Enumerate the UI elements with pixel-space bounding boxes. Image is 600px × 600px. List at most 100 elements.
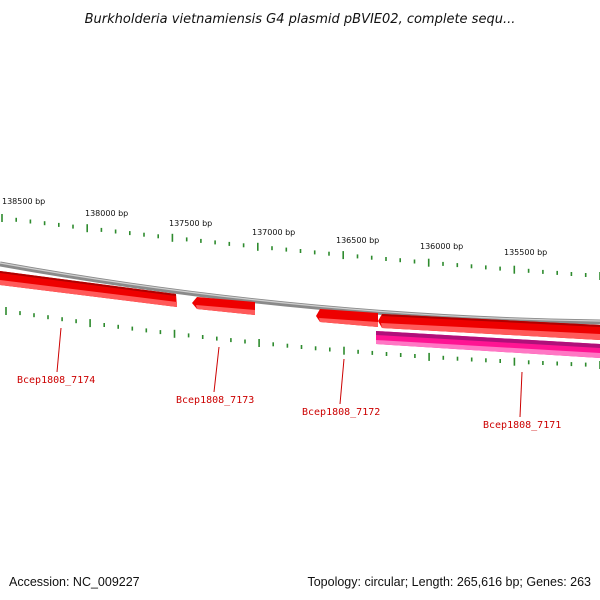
outer-ruler-tick [542, 269, 544, 274]
inner-ruler-tick [584, 362, 587, 367]
ruler-label-136500: 136500 bp [336, 236, 379, 245]
outer-ruler-tick [513, 265, 516, 274]
outer-ruler-tick [72, 224, 74, 229]
inner-ruler-tick [258, 339, 260, 347]
outer-ruler-tick [15, 217, 17, 222]
inner-ruler-tick [103, 323, 105, 327]
outer-ruler-tick [470, 264, 473, 269]
inner-ruler-tick [33, 313, 35, 318]
inner-ruler-tick [385, 352, 388, 356]
inner-ruler-tick [61, 317, 63, 322]
outer-ruler-tick [43, 221, 46, 226]
outer-ruler-tick [58, 222, 60, 227]
inner-ruler-tick [201, 335, 204, 339]
inner-ruler-tick [329, 347, 331, 352]
ruler-label-138500: 138500 bp [2, 197, 45, 206]
outer-ruler-tick [570, 272, 573, 276]
outer-ruler-tick [257, 242, 259, 251]
inner-ruler-tick [173, 329, 176, 338]
outer-ruler-tick [185, 237, 188, 242]
leader-line-7174 [56, 327, 62, 373]
topology-summary: Topology: circular; Length: 265,616 bp; … [307, 575, 591, 589]
outer-ruler-tick [157, 234, 159, 239]
gene-label-7174[interactable]: Bcep1808_7174 [17, 375, 95, 386]
outer-ruler-tick [413, 259, 416, 264]
inner-ruler-tick [542, 361, 544, 365]
leader-line-7173 [213, 346, 220, 393]
gene-label-7173[interactable]: Bcep1808_7173 [176, 395, 254, 406]
outer-ruler-tick [342, 251, 344, 260]
inner-ruler-tick [117, 324, 119, 329]
gene-bcep1808-7174[interactable] [0, 271, 177, 307]
gene-bcep1808-7172[interactable] [316, 309, 378, 327]
gene-labels: Bcep1808_7174 Bcep1808_7173 Bcep1808_717… [17, 375, 561, 431]
outer-ruler-tick [356, 254, 359, 259]
inner-ruler-tick [145, 328, 148, 333]
leader-lines [56, 327, 523, 418]
inner-ruler-tick [527, 360, 530, 365]
backbone [0, 261, 600, 325]
inner-ruler-tick [89, 319, 91, 328]
outer-ruler-tick [171, 233, 174, 242]
inner-ruler-tick [286, 343, 289, 348]
gene-reverse-strand[interactable] [376, 331, 600, 358]
inner-ruler-tick [499, 359, 501, 363]
inner-ruler [5, 307, 600, 369]
inner-ruler-tick [131, 326, 134, 331]
inner-ruler-tick [75, 319, 77, 324]
accession-text: Accession: NC_009227 [9, 575, 140, 589]
inner-ruler-tick [414, 354, 416, 358]
ruler-labels: 138500 bp 138000 bp 137500 bp 137000 bp … [2, 197, 547, 257]
outer-ruler-tick [328, 251, 330, 256]
inner-ruler-tick [19, 311, 21, 316]
outer-ruler-tick [485, 265, 487, 270]
outer-ruler-tick [29, 219, 32, 224]
gene-bcep1808-7173[interactable] [192, 297, 255, 315]
inner-ruler-tick [442, 355, 445, 360]
inner-ruler-tick [187, 333, 190, 338]
inner-ruler-tick [456, 356, 459, 361]
outer-ruler-tick [271, 246, 273, 251]
outer-ruler-tick [427, 258, 430, 267]
outer-ruler-tick [214, 240, 216, 245]
ruler-label-136000: 136000 bp [420, 242, 463, 251]
outer-ruler-tick [385, 257, 387, 261]
outer-ruler-tick [556, 270, 558, 275]
inner-ruler-tick [230, 338, 232, 343]
outer-ruler-tick [114, 229, 117, 234]
inner-ruler-tick [314, 346, 317, 351]
outer-ruler-tick [100, 227, 103, 232]
inner-ruler-tick [272, 342, 274, 347]
outer-ruler [1, 214, 600, 280]
outer-ruler-tick [313, 250, 316, 255]
inner-ruler-tick [428, 352, 430, 361]
inner-ruler-tick [300, 345, 303, 349]
outer-ruler-tick [584, 273, 587, 277]
outer-ruler-tick [86, 224, 88, 233]
outer-ruler-tick [456, 263, 459, 268]
outer-ruler-tick [399, 258, 401, 263]
outer-ruler-tick [285, 247, 288, 252]
outer-ruler-tick [143, 232, 145, 237]
outer-ruler-tick [129, 231, 131, 236]
outer-ruler-tick [527, 268, 530, 273]
gene-label-7171[interactable]: Bcep1808_7171 [483, 420, 561, 431]
inner-ruler-tick [485, 358, 487, 363]
inner-ruler-tick [244, 339, 246, 344]
outer-ruler-tick [442, 261, 444, 266]
inner-ruler-tick [470, 357, 473, 362]
outer-ruler-tick [499, 266, 501, 271]
outer-ruler-tick [299, 249, 302, 253]
ruler-label-137000: 137000 bp [252, 228, 295, 237]
map-title: Burkholderia vietnamiensis G4 plasmid pB… [85, 12, 516, 27]
inner-ruler-tick [159, 330, 162, 335]
outer-ruler-tick [242, 243, 245, 248]
inner-ruler-tick [357, 349, 359, 354]
inner-ruler-tick [343, 346, 345, 355]
inner-ruler-tick [5, 307, 7, 315]
gene-bcep1808-7171[interactable] [378, 314, 600, 340]
inner-ruler-tick [513, 357, 516, 366]
outer-ruler-tick [370, 255, 373, 260]
gene-label-7172[interactable]: Bcep1808_7172 [302, 407, 380, 418]
